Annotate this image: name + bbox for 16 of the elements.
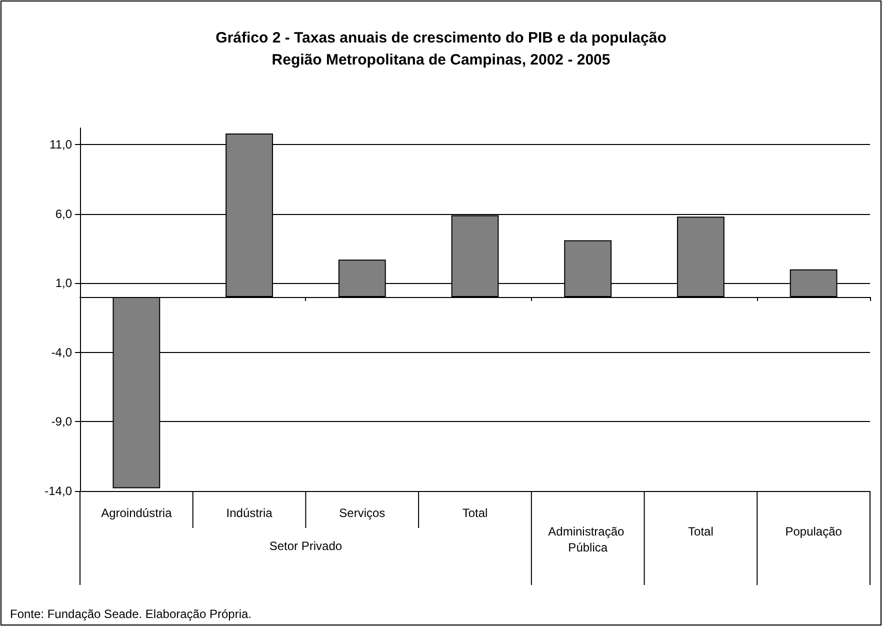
source-note: Fonte: Fundação Seade. Elaboração Própria. [10,607,252,621]
y-tick-label: -14,0 [44,484,72,498]
chart-title: Gráfico 2 - Taxas anuais de crescimento do PIB e da população Região Metropolitana de Campinas, 2002 - 2005 [216,30,666,68]
y-tick-label: 6,0 [55,206,72,221]
y-tick-label: 1,0 [55,276,72,290]
x-tick-label: Agroindústria [101,506,172,520]
x-tick-label: Indústria [226,506,273,520]
y-tick-label: -9,0 [51,414,72,429]
y-tick-label: 11,0 [50,138,72,152]
x-tick-label: Serviços [339,506,386,520]
text: Setor Privado [269,539,342,553]
y-tick-label: -4,0 [51,345,72,360]
x-tick-label: Total [462,506,488,520]
x-tick-label: Administração Pública [548,524,628,554]
x-tick-label: Total [688,524,714,538]
x-tick-label: População [785,524,842,538]
